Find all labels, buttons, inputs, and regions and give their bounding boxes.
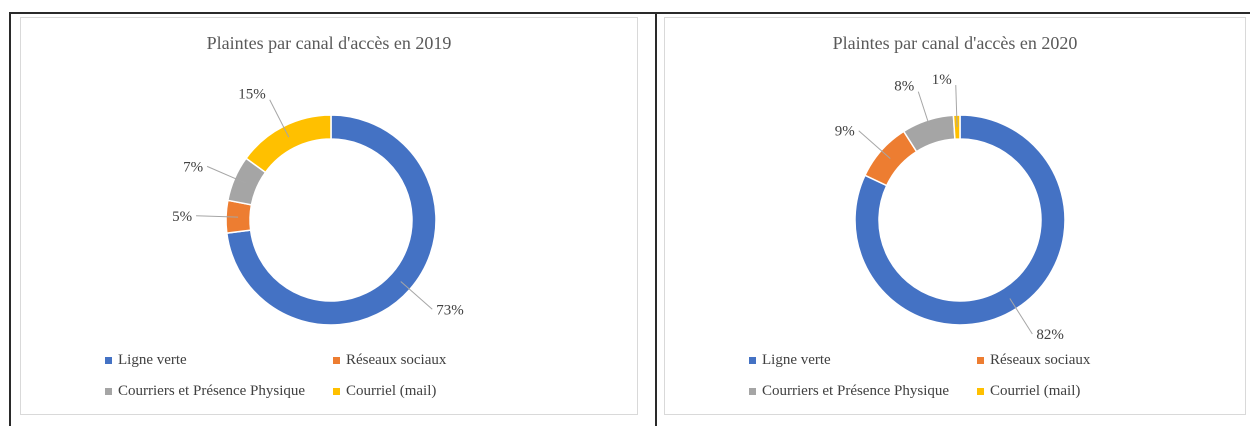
leader-line-courriel-2020 bbox=[955, 85, 958, 128]
legend-2019: Ligne verte Réseaux sociaux Courriers et… bbox=[105, 352, 565, 400]
legend-swatch-ligne-verte bbox=[105, 357, 112, 364]
slice-ligne-verte-2020 bbox=[854, 114, 1066, 326]
legend-label-courriers: Courriers et Présence Physique bbox=[762, 383, 950, 399]
leader-line-courriers-2019 bbox=[206, 165, 246, 184]
leader-line-ligne-verte-2020 bbox=[1009, 298, 1033, 335]
chart-title-2020: Plaintes par canal d'accès en 2020 bbox=[832, 33, 1078, 53]
data-label-ligne-verte-2019: 73% bbox=[436, 302, 464, 318]
legend-item-reseaux-sociaux: Réseaux sociaux bbox=[333, 352, 533, 369]
chart-2020: Plaintes par canal d'accès en 2020 82% 9%… bbox=[664, 17, 1246, 415]
slice-ligne-verte-2019 bbox=[225, 114, 437, 326]
legend-label-ligne-verte: Ligne verte bbox=[118, 352, 187, 368]
legend-swatch-courriel bbox=[333, 388, 340, 395]
data-label-courriel-2019: 15% bbox=[238, 87, 266, 103]
legend-label-courriel: Courriel (mail) bbox=[990, 383, 1081, 399]
legend-swatch-ligne-verte bbox=[749, 357, 756, 364]
legend-2020: Ligne verte Réseaux sociaux Courriers et… bbox=[749, 352, 1209, 400]
leader-line-ligne-verte-2019 bbox=[400, 281, 433, 310]
data-label-reseaux-sociaux-2020: 9% bbox=[835, 124, 855, 140]
leader-line-reseaux-sociaux-2019 bbox=[196, 215, 239, 218]
legend-label-reseaux-sociaux: Réseaux sociaux bbox=[346, 352, 447, 368]
legend-item-courriers: Courriers et Présence Physique bbox=[105, 383, 333, 400]
legend-item-ligne-verte: Ligne verte bbox=[749, 352, 977, 369]
data-label-courriers-2019: 7% bbox=[183, 159, 203, 175]
doughnut-chart-2019: 73% 5% 7% 15% bbox=[172, 87, 464, 326]
legend-item-reseaux-sociaux: Réseaux sociaux bbox=[977, 352, 1177, 369]
legend-label-ligne-verte: Ligne verte bbox=[762, 352, 831, 368]
legend-swatch-courriel bbox=[977, 388, 984, 395]
data-label-reseaux-sociaux-2019: 5% bbox=[172, 209, 192, 225]
legend-label-courriers: Courriers et Présence Physique bbox=[118, 383, 306, 399]
legend-swatch-reseaux-sociaux bbox=[333, 357, 340, 364]
chart-2019: Plaintes par canal d'accès en 2019 73% 5%… bbox=[20, 17, 638, 415]
legend-item-courriers: Courriers et Présence Physique bbox=[749, 383, 977, 400]
leader-line-courriers-2020 bbox=[917, 91, 932, 132]
data-label-ligne-verte-2020: 82% bbox=[1036, 327, 1064, 343]
legend-item-ligne-verte: Ligne verte bbox=[105, 352, 333, 369]
legend-label-reseaux-sociaux: Réseaux sociaux bbox=[990, 352, 1091, 368]
data-label-courriel-2020: 1% bbox=[932, 72, 952, 88]
chart-title-2019: Plaintes par canal d'accès en 2019 bbox=[206, 33, 452, 53]
legend-swatch-courriers bbox=[749, 388, 756, 395]
right-panel-frame bbox=[655, 12, 1250, 426]
legend-label-courriel: Courriel (mail) bbox=[346, 383, 437, 399]
slice-courriel-2020 bbox=[952, 114, 961, 140]
legend-item-courriel: Courriel (mail) bbox=[333, 383, 533, 400]
leader-line-reseaux-sociaux-2020 bbox=[858, 130, 891, 159]
leader-line-courriel-2019 bbox=[269, 99, 290, 138]
slice-courriel-2019 bbox=[245, 114, 332, 174]
legend-item-courriel: Courriel (mail) bbox=[977, 383, 1177, 400]
legend-swatch-reseaux-sociaux bbox=[977, 357, 984, 364]
doughnut-chart-2020: 82% 9% 8% 1% bbox=[835, 72, 1066, 343]
legend-swatch-courriers bbox=[105, 388, 112, 395]
data-label-courriers-2020: 8% bbox=[894, 79, 914, 95]
